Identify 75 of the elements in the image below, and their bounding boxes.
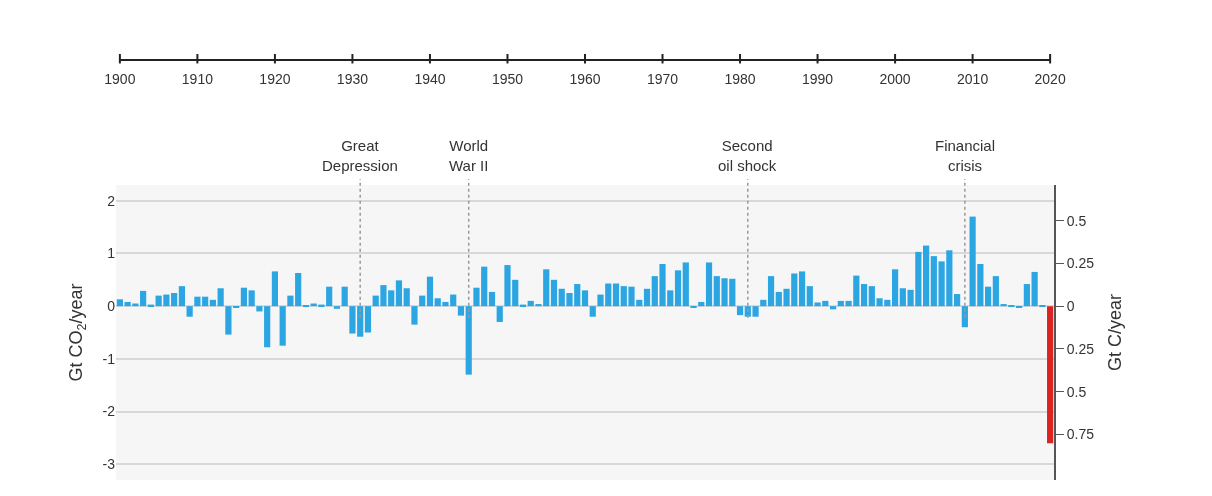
x-tick-label: 1970 — [646, 71, 679, 88]
bar — [767, 276, 775, 307]
bar — [279, 306, 286, 346]
bar — [682, 262, 689, 307]
bar — [860, 284, 868, 307]
y-tick-label: -3 — [102, 456, 116, 473]
y2-tick-label: 0.75 — [1066, 426, 1095, 443]
bar — [992, 276, 999, 307]
x-tick-label: 1910 — [181, 71, 214, 88]
bar — [364, 306, 372, 333]
bar — [457, 306, 465, 316]
x-tick-label: 1980 — [724, 71, 756, 88]
x-tick-label: 1930 — [336, 71, 369, 88]
x-tick-label: 1940 — [414, 71, 446, 88]
bar — [419, 295, 426, 307]
x-tick-label: 1950 — [491, 71, 524, 88]
bar — [736, 306, 744, 316]
bar — [985, 286, 992, 307]
bar — [922, 245, 930, 307]
y2-axis-title: Gt C/year — [1104, 293, 1125, 372]
bar — [1023, 284, 1030, 307]
bar — [674, 270, 682, 307]
ref-line-label: Financial crisis — [935, 137, 996, 174]
y-tick-label: 0 — [107, 298, 116, 315]
bar — [271, 271, 279, 307]
bar — [186, 306, 193, 317]
bar — [705, 262, 713, 307]
bar — [496, 306, 503, 322]
ref-line-label: Great Depression — [322, 137, 398, 174]
bar — [698, 301, 705, 307]
bar — [760, 299, 767, 307]
y2-tick-label: 0.5 — [1066, 212, 1087, 229]
y2-tick-label: 0.25 — [1066, 255, 1095, 272]
x-tick-label: 1960 — [569, 71, 601, 88]
bar — [403, 288, 410, 307]
bar — [248, 290, 255, 307]
bar — [341, 286, 348, 307]
ref-line-label: World War II — [449, 137, 489, 174]
bar — [209, 299, 216, 307]
bar — [954, 294, 961, 307]
bar — [140, 290, 147, 307]
bar — [178, 286, 185, 307]
bar — [217, 288, 224, 307]
x-tick-label: 2000 — [879, 71, 911, 88]
x-tick-label: 2010 — [957, 71, 989, 88]
bar — [581, 290, 589, 307]
bar — [1047, 306, 1054, 444]
y-tick-label: -1 — [102, 350, 116, 367]
x-tick-label: 1990 — [801, 71, 834, 88]
ref-line-label: Second oil shock — [718, 137, 777, 174]
bar — [643, 288, 651, 307]
bar — [891, 269, 899, 307]
y-tick-label: -2 — [102, 403, 116, 420]
bar — [116, 299, 123, 307]
bar — [240, 287, 248, 307]
bar — [550, 279, 558, 307]
bar — [411, 306, 418, 325]
bar — [612, 283, 620, 307]
y-tick-label: 2 — [107, 192, 116, 209]
bar — [395, 280, 403, 307]
bar — [488, 291, 496, 307]
y-tick-label: 1 — [107, 245, 116, 262]
bar — [798, 271, 806, 307]
y2-tick-label: 0 — [1066, 298, 1075, 315]
x-tick-label: 1900 — [104, 71, 136, 88]
bar — [829, 306, 837, 310]
bar — [465, 306, 472, 375]
y2-tick-label: 0.25 — [1066, 340, 1095, 357]
bar — [171, 292, 178, 307]
bar — [426, 276, 434, 307]
y2-tick-label: 0.5 — [1066, 383, 1087, 400]
bar — [333, 306, 341, 309]
x-tick-label: 1920 — [259, 71, 291, 88]
bar — [589, 306, 596, 317]
x-tick-label: 2020 — [1034, 71, 1066, 88]
